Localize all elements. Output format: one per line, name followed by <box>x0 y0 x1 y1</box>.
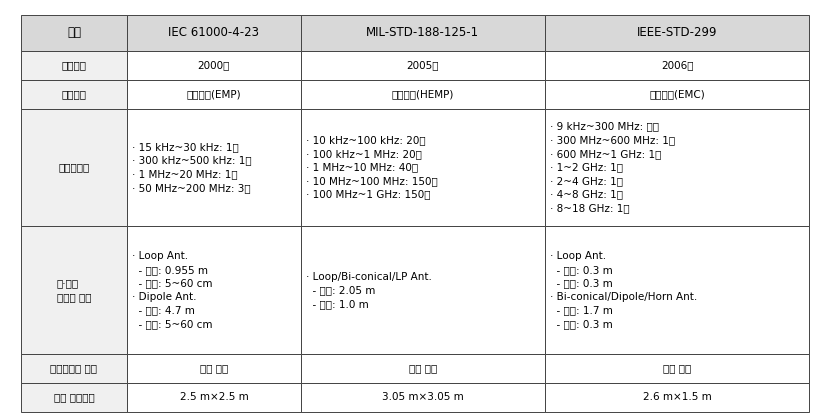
Text: 발행년도: 발행년도 <box>61 60 86 71</box>
Text: IEEE-STD-299: IEEE-STD-299 <box>637 26 717 39</box>
Text: 2.6 m×1.5 m: 2.6 m×1.5 m <box>642 392 711 402</box>
Bar <box>545 51 809 80</box>
Text: · Loop/Bi-conical/LP Ant.
  - 송신: 2.05 m
  - 수신: 1.0 m: · Loop/Bi-conical/LP Ant. - 송신: 2.05 m -… <box>305 272 432 309</box>
Bar <box>127 15 300 51</box>
Text: 적용분야: 적용분야 <box>61 89 86 100</box>
Bar <box>127 354 300 383</box>
Bar <box>545 15 809 51</box>
Text: 시설 외부: 시설 외부 <box>408 364 437 373</box>
Text: 송·수신
안테나 거리: 송·수신 안테나 거리 <box>56 278 91 302</box>
Text: 송신안테나 위치: 송신안테나 위치 <box>51 364 97 373</box>
Text: · 15 kHz~30 kHz: 1개
· 300 kHz~500 kHz: 1개
· 1 MHz~20 MHz: 1개
· 50 MHz~200 MHz: 3: · 15 kHz~30 kHz: 1개 · 300 kHz~500 kHz: 1… <box>132 142 251 193</box>
Text: 민간시설(EMC): 민간시설(EMC) <box>649 89 705 100</box>
Bar <box>21 383 127 412</box>
Bar <box>21 226 127 354</box>
Text: 3.05 m×3.05 m: 3.05 m×3.05 m <box>382 392 464 402</box>
Bar <box>21 51 127 80</box>
Bar <box>300 80 545 109</box>
Text: · 9 kHz~300 MHz: 수개
· 300 MHz~600 MHz: 1개
· 600 MHz~1 GHz: 1개
· 1~2 GHz: 1개
· 2~: · 9 kHz~300 MHz: 수개 · 300 MHz~600 MHz: 1… <box>550 122 676 213</box>
Text: 민간시설(EMP): 민간시설(EMP) <box>187 89 242 100</box>
Text: 구분: 구분 <box>67 26 81 39</box>
Bar <box>300 226 545 354</box>
Text: · Loop Ant.
  - 송신: 0.3 m
  - 수신: 0.3 m
· Bi-conical/Dipole/Horn Ant.
  - 송신: 1.: · Loop Ant. - 송신: 0.3 m - 수신: 0.3 m · Bi… <box>550 251 697 329</box>
Bar <box>127 51 300 80</box>
Text: MIL-STD-188-125-1: MIL-STD-188-125-1 <box>366 26 480 39</box>
Bar <box>545 80 809 109</box>
Text: IEC 61000-4-23: IEC 61000-4-23 <box>168 26 260 39</box>
Text: · 10 kHz~100 kHz: 20개
· 100 kHz~1 MHz: 20개
· 1 MHz~10 MHz: 40개
· 10 MHz~100 MHz:: · 10 kHz~100 kHz: 20개 · 100 kHz~1 MHz: 2… <box>305 135 437 200</box>
Text: 2006년: 2006년 <box>661 60 693 71</box>
Text: 시설 외부: 시설 외부 <box>663 364 691 373</box>
Bar <box>545 109 809 226</box>
Bar <box>21 15 127 51</box>
Text: 2000년: 2000년 <box>198 60 230 71</box>
Text: 시험주파수: 시험주파수 <box>58 163 90 173</box>
Text: 단위 시험영역: 단위 시험영역 <box>54 392 95 402</box>
Bar <box>21 354 127 383</box>
Bar <box>127 226 300 354</box>
Bar <box>300 109 545 226</box>
Bar <box>300 383 545 412</box>
Bar <box>127 109 300 226</box>
Text: 군사시설(HEMP): 군사시설(HEMP) <box>392 89 454 100</box>
Bar <box>545 383 809 412</box>
Text: · Loop Ant.
  - 송신: 0.955 m
  - 수신: 5~60 cm
· Dipole Ant.
  - 송신: 4.7 m
  - 수신: : · Loop Ant. - 송신: 0.955 m - 수신: 5~60 cm … <box>132 251 212 329</box>
Bar <box>300 354 545 383</box>
Bar <box>21 80 127 109</box>
Bar <box>300 51 545 80</box>
Text: 2005년: 2005년 <box>407 60 439 71</box>
Text: 2.5 m×2.5 m: 2.5 m×2.5 m <box>179 392 248 402</box>
Bar <box>545 354 809 383</box>
Bar <box>21 109 127 226</box>
Bar <box>127 383 300 412</box>
Text: 시설 외부: 시설 외부 <box>200 364 228 373</box>
Bar <box>127 80 300 109</box>
Bar <box>545 226 809 354</box>
Bar <box>300 15 545 51</box>
